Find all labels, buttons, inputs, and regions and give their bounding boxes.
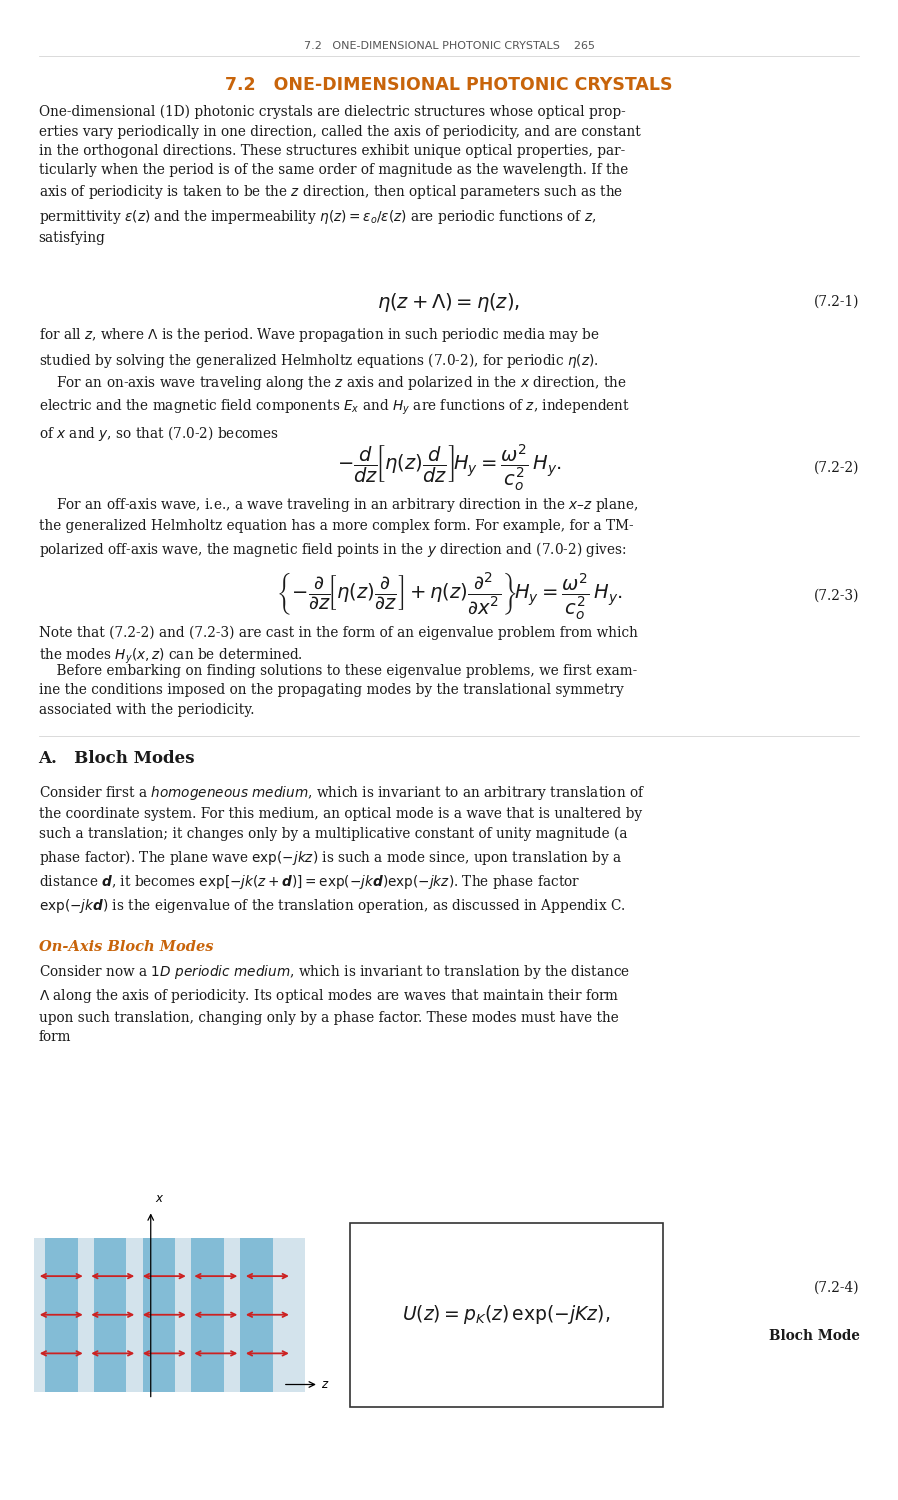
Text: $\left\{-\dfrac{\partial}{\partial z}\!\left[\eta(z)\dfrac{\partial}{\partial z}: $\left\{-\dfrac{\partial}{\partial z}\!\… — [276, 570, 622, 622]
Text: On-Axis Bloch Modes: On-Axis Bloch Modes — [39, 940, 213, 954]
Bar — [191, 1238, 224, 1392]
Text: $\eta(z + \Lambda) = \eta(z),$: $\eta(z + \Lambda) = \eta(z),$ — [377, 291, 521, 314]
Text: One-dimensional (1D) photonic crystals are dielectric structures whose optical p: One-dimensional (1D) photonic crystals a… — [39, 105, 640, 244]
Text: (7.2-2): (7.2-2) — [814, 460, 859, 476]
Text: (7.2-4): (7.2-4) — [814, 1281, 859, 1294]
Text: For an on-axis wave traveling along the $z$ axis and polarized in the $x$ direct: For an on-axis wave traveling along the … — [39, 374, 629, 442]
Text: Consider first a $\mathit{homogeneous\ medium}$, which is invariant to an arbitr: Consider first a $\mathit{homogeneous\ m… — [39, 784, 645, 915]
Text: 7.2   ONE-DIMENSIONAL PHOTONIC CRYSTALS    265: 7.2 ONE-DIMENSIONAL PHOTONIC CRYSTALS 26… — [304, 40, 594, 51]
Bar — [45, 1238, 77, 1392]
Text: Before embarking on finding solutions to these eigenvalue problems, we first exa: Before embarking on finding solutions to… — [39, 664, 637, 717]
Bar — [241, 1238, 273, 1392]
Text: Note that (7.2-2) and (7.2-3) are cast in the form of an eigenvalue problem from: Note that (7.2-2) and (7.2-3) are cast i… — [39, 626, 638, 666]
Bar — [34, 1238, 305, 1392]
Text: $-\dfrac{d}{dz}\!\left[\eta(z)\dfrac{d}{dz}\right]\!H_y = \dfrac{\omega^2}{c_o^2: $-\dfrac{d}{dz}\!\left[\eta(z)\dfrac{d}{… — [337, 442, 561, 494]
Bar — [93, 1238, 127, 1392]
Text: Bloch Mode: Bloch Mode — [769, 1329, 859, 1342]
Text: (7.2-1): (7.2-1) — [814, 296, 859, 309]
Text: 7.2   ONE-DIMENSIONAL PHOTONIC CRYSTALS: 7.2 ONE-DIMENSIONAL PHOTONIC CRYSTALS — [225, 76, 673, 94]
Bar — [143, 1238, 175, 1392]
Text: A.   Bloch Modes: A. Bloch Modes — [39, 750, 195, 766]
Text: $U(z) = p_K(z)\,\exp(-jKz),$: $U(z) = p_K(z)\,\exp(-jKz),$ — [402, 1304, 611, 1326]
Text: $z$: $z$ — [321, 1378, 329, 1390]
Text: (7.2-3): (7.2-3) — [814, 590, 859, 603]
Text: $x$: $x$ — [155, 1191, 164, 1204]
Bar — [350, 1222, 663, 1407]
Text: For an off-axis wave, i.e., a wave traveling in an arbitrary direction in the $x: For an off-axis wave, i.e., a wave trave… — [39, 496, 638, 560]
Text: for all $z$, where $\Lambda$ is the period. Wave propagation in such periodic me: for all $z$, where $\Lambda$ is the peri… — [39, 326, 599, 369]
Text: Consider now a $\mathit{1D\ periodic\ medium}$, which is invariant to translatio: Consider now a $\mathit{1D\ periodic\ me… — [39, 963, 629, 1044]
